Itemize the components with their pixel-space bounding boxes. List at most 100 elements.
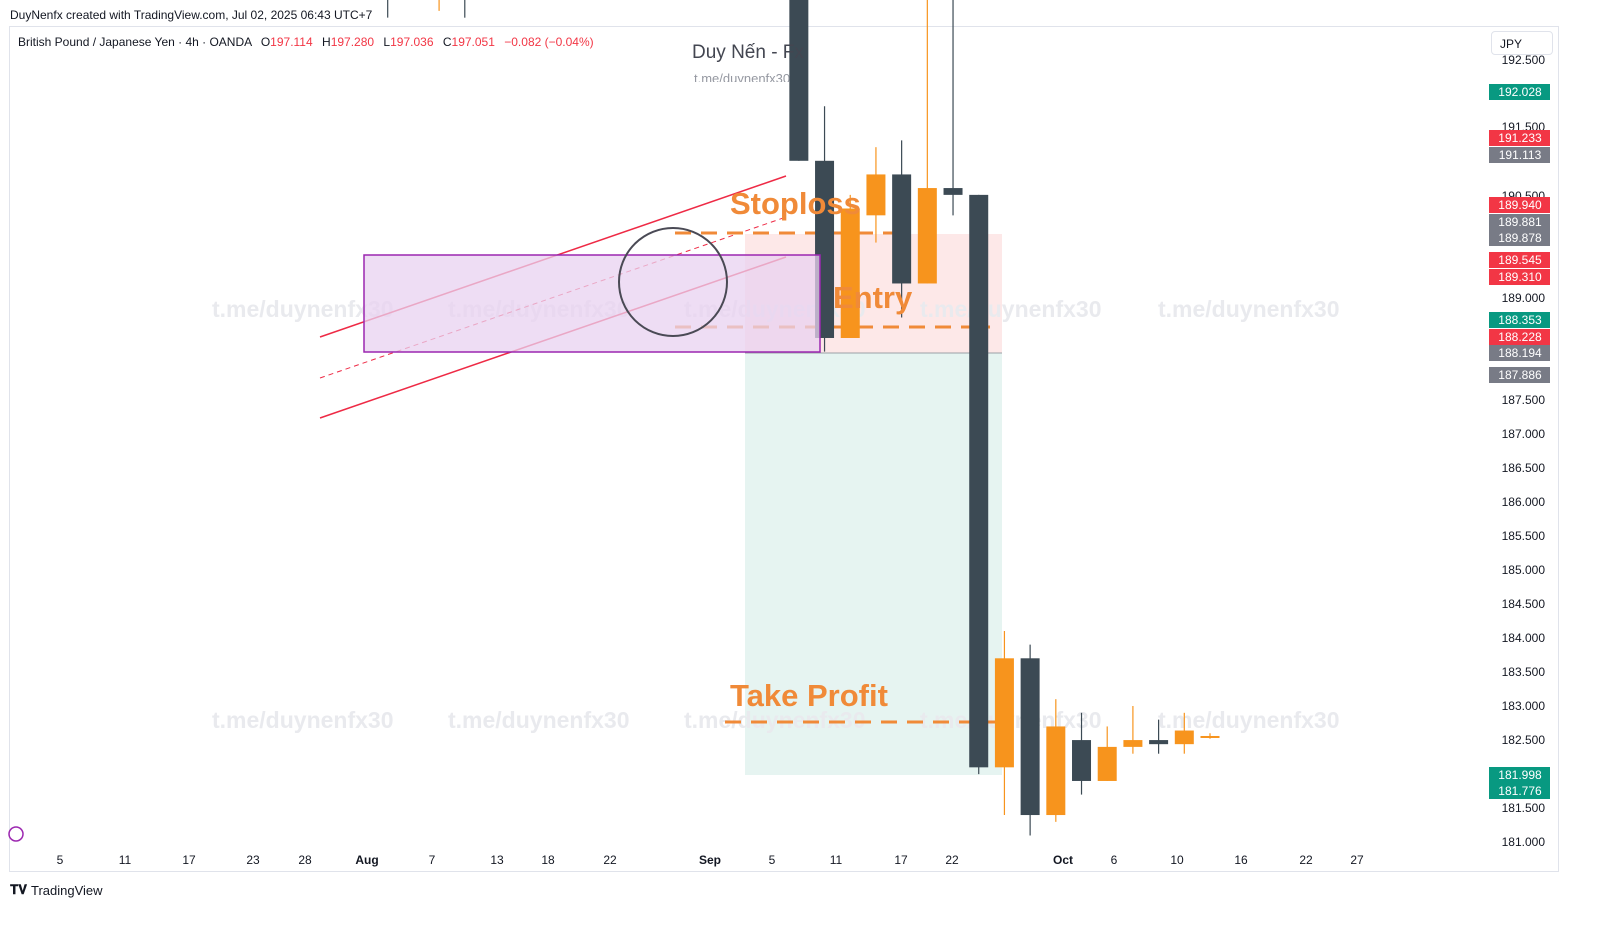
watermark-text: t.me/duynenfx30	[920, 296, 1102, 322]
bullish-candle	[1123, 706, 1143, 754]
x-axis-tick: 18	[541, 853, 555, 867]
candle-body	[1046, 726, 1066, 816]
x-axis-tick: 5	[769, 853, 776, 867]
price-label-badge: 189.310	[1489, 269, 1550, 285]
ohlc-open-value: 197.114	[270, 35, 313, 49]
price-label-bg	[1489, 329, 1550, 345]
ohlc-low-label: L	[383, 35, 391, 49]
price-label-text: 191.233	[1498, 131, 1542, 145]
price-label-bg	[1489, 230, 1550, 246]
take-profit-label: Take Profit	[730, 678, 888, 713]
bullish-candle	[994, 631, 1014, 816]
bullish-candle	[917, 0, 937, 284]
ohlc-close-value: 197.051	[451, 35, 495, 49]
candle-body	[943, 188, 963, 195]
y-axis-tick: 187.500	[1502, 393, 1546, 407]
candle-body	[789, 0, 809, 161]
candle-body	[840, 208, 860, 338]
candle-body	[892, 174, 912, 284]
price-label-bg	[1489, 345, 1550, 361]
price-change: −0.082 (−0.04%)	[504, 35, 594, 49]
price-label-badge: 188.228	[1489, 329, 1550, 345]
ohlc-close-label: C	[442, 35, 452, 49]
y-axis-tick: 183.000	[1502, 699, 1546, 713]
price-label-text: 181.998	[1498, 768, 1542, 782]
watermark-text: t.me/duynenfx30	[448, 707, 630, 733]
currency-selector[interactable]: JPY	[1491, 31, 1553, 55]
tradingview-brand: TradingView	[31, 882, 103, 898]
watermark-text: t.me/duynenfx30	[684, 707, 866, 733]
candle-body	[1174, 730, 1194, 745]
consolidation-box	[363, 254, 821, 353]
x-axis-tick: 28	[298, 853, 312, 867]
price-label-badge: 189.545	[1489, 252, 1550, 268]
price-label-badge: 188.194	[1489, 345, 1550, 361]
bearish-candle	[789, 0, 809, 161]
price-label-text: 188.194	[1498, 346, 1542, 360]
price-label-badge: 191.233	[1489, 130, 1550, 146]
tradingview-icon: 𝐓𝐕	[10, 882, 27, 897]
candle-body	[1123, 740, 1143, 747]
candle-body	[1020, 658, 1040, 816]
y-axis-tick: 183.500	[1502, 665, 1546, 679]
highlight-circle	[618, 227, 728, 337]
x-axis-tick: Sep	[699, 853, 721, 867]
watermark-text: t.me/duynenfx30	[1158, 707, 1340, 733]
bearish-candle	[1020, 644, 1040, 836]
price-label-bg	[1489, 367, 1550, 383]
symbol-name: British Pound / Japanese Yen · 4h · OAND…	[18, 35, 252, 49]
x-axis-tick: Oct	[1053, 853, 1073, 867]
bullish-candle	[1046, 699, 1066, 822]
bearish-candle	[464, 0, 466, 18]
x-axis-tick: 17	[182, 853, 196, 867]
chart-watermark-subtitle: t.me/duynenfx30	[694, 71, 791, 82]
bearish-candle	[969, 194, 989, 775]
bearish-candle	[1149, 719, 1169, 754]
x-axis-tick: 17	[894, 853, 908, 867]
price-label-text: 181.776	[1498, 784, 1542, 798]
symbol-legend[interactable]: British Pound / Japanese Yen · 4h · OAND…	[18, 35, 600, 49]
price-label-badge: 191.113	[1489, 147, 1550, 163]
price-label-bg	[1489, 252, 1550, 268]
indicator-icon[interactable]	[8, 826, 24, 842]
price-label-bg	[1489, 269, 1550, 285]
chart-watermark-title: Duy Nến - Fx	[692, 42, 804, 63]
price-label-text: 188.228	[1498, 330, 1542, 344]
price-label-text: 191.113	[1499, 148, 1542, 162]
chart-frame	[9, 26, 1559, 872]
chart-credit: DuyNenfx created with TradingView.com, J…	[10, 8, 373, 22]
bearish-candle	[943, 0, 963, 216]
price-label-text: 187.886	[1498, 368, 1542, 382]
y-axis-tick: 187.000	[1502, 427, 1546, 441]
candle-body	[1072, 740, 1092, 781]
tradingview-logo[interactable]: 𝐓𝐕 TradingView	[10, 882, 103, 898]
y-axis-tick: 189.000	[1502, 291, 1546, 305]
x-axis-tick: 11	[119, 853, 132, 867]
takeprofit-zone	[745, 353, 1002, 775]
x-axis-tick: 23	[246, 853, 260, 867]
candle-body	[1149, 740, 1169, 745]
ohlc-low-value: 197.036	[390, 35, 434, 49]
watermark-text: t.me/duynenfx30	[1158, 296, 1340, 322]
bullish-candle	[866, 147, 886, 243]
bullish-candle	[1097, 726, 1117, 781]
y-axis-tick: 186.000	[1502, 495, 1546, 509]
bearish-candle	[892, 140, 912, 318]
x-axis-tick: Aug	[355, 853, 378, 867]
candle-body	[994, 658, 1014, 768]
price-label-badge: 188.353	[1489, 312, 1550, 328]
candle-body	[969, 194, 989, 768]
candle-body	[917, 188, 937, 284]
price-label-text: 189.881	[1498, 215, 1542, 229]
bullish-candle	[840, 194, 860, 338]
bullish-candle	[438, 0, 440, 11]
price-label-text: 189.310	[1498, 270, 1542, 284]
bullish-candle	[1174, 712, 1194, 754]
y-axis-tick: 181.000	[1502, 835, 1546, 849]
x-axis-tick: 16	[1234, 853, 1248, 867]
price-label-badge: 181.776	[1489, 783, 1550, 799]
y-axis-tick: 185.500	[1502, 529, 1546, 543]
bearish-candle	[1072, 712, 1092, 795]
x-axis-tick: 6	[1111, 853, 1118, 867]
